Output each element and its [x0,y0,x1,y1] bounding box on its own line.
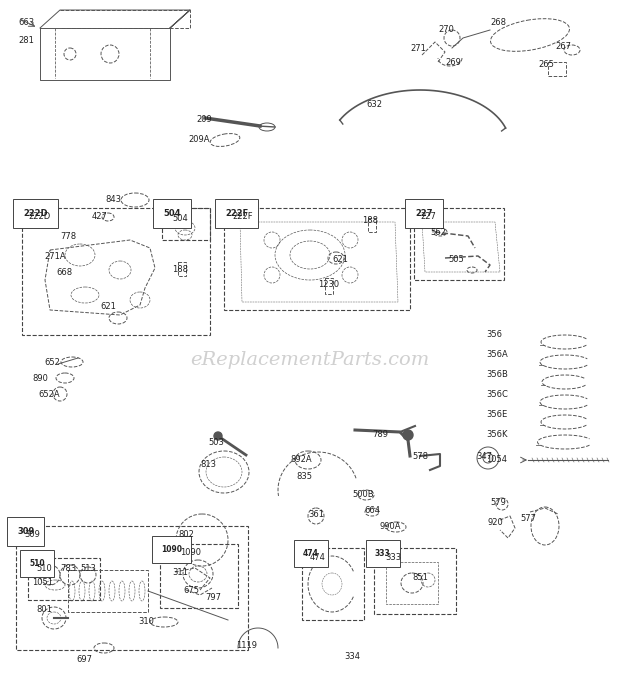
Text: 621: 621 [100,302,116,311]
Text: 510: 510 [36,564,51,573]
Text: 265: 265 [538,60,554,69]
Text: 310: 310 [138,617,154,626]
Text: 356: 356 [486,330,502,339]
Bar [162,208,210,240]
Bar [178,262,186,276]
Circle shape [403,430,413,440]
Text: 1051: 1051 [32,578,53,587]
Text: 1054: 1054 [486,455,507,464]
Text: 652: 652 [44,358,60,367]
Text: 427: 427 [92,212,108,221]
Text: 334: 334 [344,652,360,661]
Bar [68,570,148,612]
Text: 892A: 892A [290,455,312,464]
Text: 311: 311 [172,568,188,577]
Text: 271A: 271A [44,252,66,261]
Text: 1090: 1090 [180,548,201,557]
Circle shape [214,432,222,440]
Text: 222F: 222F [232,212,252,221]
Text: 789: 789 [372,430,388,439]
Text: 579: 579 [490,498,506,507]
Text: 269: 269 [445,58,461,67]
Text: 990A: 990A [380,522,402,531]
Text: 188: 188 [362,216,378,225]
Bar [325,278,333,294]
Bar [224,208,410,310]
Text: 504: 504 [163,209,180,218]
Text: 851: 851 [412,573,428,582]
Text: 209A: 209A [188,135,210,144]
Text: 356C: 356C [486,390,508,399]
Bar [28,558,100,600]
Text: 664: 664 [364,506,380,515]
Text: 802: 802 [178,530,194,539]
Text: 577: 577 [520,514,536,523]
Text: 222D: 222D [28,212,50,221]
Text: 505: 505 [448,255,464,264]
Text: 361: 361 [308,510,324,519]
Text: 222D: 222D [23,209,48,218]
Text: 356K: 356K [486,430,508,439]
Text: 227: 227 [420,212,436,221]
Text: 347: 347 [476,452,492,461]
Text: 356A: 356A [486,350,508,359]
Text: 797: 797 [205,593,221,602]
Text: 333: 333 [375,549,391,558]
Text: eReplacementParts.com: eReplacementParts.com [190,351,430,369]
Text: 562: 562 [430,228,446,237]
Text: 356B: 356B [486,370,508,379]
Text: 270: 270 [438,25,454,34]
Text: 474: 474 [303,549,319,558]
Text: 835: 835 [296,472,312,481]
Text: 510: 510 [29,559,45,568]
Bar [386,562,438,604]
Text: 801: 801 [36,605,52,614]
Bar [374,548,456,614]
Text: 513: 513 [80,564,96,573]
Text: 621: 621 [332,255,348,264]
Text: 474: 474 [310,553,326,562]
Text: 281: 281 [18,36,34,45]
Text: 632: 632 [366,100,382,109]
Text: 920: 920 [488,518,503,527]
Text: 227: 227 [415,209,433,218]
Bar [302,548,364,620]
Text: 668: 668 [56,268,72,277]
Text: 1090: 1090 [161,545,182,554]
Text: 500B: 500B [352,490,374,499]
Text: 267: 267 [555,42,571,51]
Bar [22,208,210,335]
Text: 504: 504 [172,214,188,223]
Text: 675: 675 [183,586,199,595]
Text: 309: 309 [24,530,40,539]
Text: 309: 309 [17,527,34,536]
Text: 222F: 222F [225,209,248,218]
Bar [414,208,504,280]
Text: 578: 578 [412,452,428,461]
Text: 813: 813 [200,460,216,469]
Bar [16,526,248,650]
Text: 778: 778 [60,232,76,241]
Bar [160,544,238,608]
Text: 697: 697 [76,655,92,664]
Text: 268: 268 [490,18,506,27]
Bar [368,218,376,232]
Text: 209: 209 [196,115,212,124]
Text: 890: 890 [32,374,48,383]
Text: 1119: 1119 [236,641,257,650]
Text: 271: 271 [410,44,426,53]
Text: 663: 663 [18,18,34,27]
Text: 503: 503 [208,438,224,447]
Text: 356E: 356E [486,410,507,419]
Text: 843: 843 [105,195,121,204]
Text: 1230: 1230 [318,280,339,289]
Text: 333: 333 [385,553,401,562]
Text: 188: 188 [172,265,188,274]
Text: 652A: 652A [38,390,60,399]
Text: 783: 783 [60,564,76,573]
Bar [548,62,566,76]
